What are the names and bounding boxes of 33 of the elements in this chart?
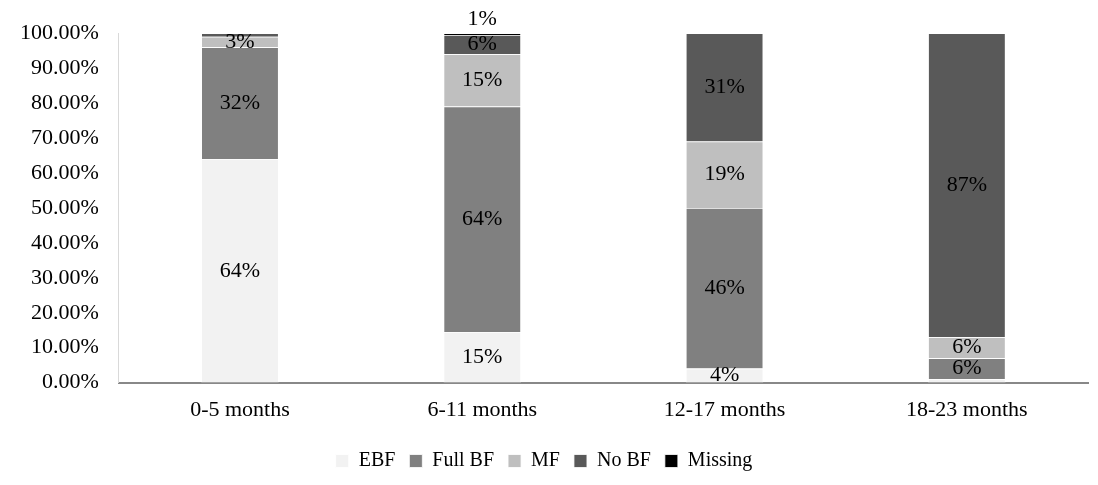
x-tick-label: 0-5 months	[190, 395, 290, 421]
data-label: 64%	[462, 205, 503, 231]
x-tick-label: 12-17 months	[663, 395, 786, 421]
legend-label: Full BF	[432, 448, 495, 471]
legend-label: EBF	[358, 448, 396, 471]
x-tick-label: 6-11 months	[427, 395, 538, 421]
y-tick-label: 90.00%	[31, 53, 99, 79]
data-label: 3%	[225, 27, 255, 53]
y-tick-label: 0.00%	[42, 368, 99, 394]
y-tick-label: 30.00%	[31, 263, 99, 289]
data-label: 15%	[462, 343, 503, 369]
data-label: 6%	[467, 30, 497, 56]
x-tick-label: 18-23 months	[906, 395, 1028, 421]
legend-label: MF	[531, 448, 560, 471]
y-tick-label: 20.00%	[31, 298, 99, 324]
data-label: 46%	[704, 274, 745, 300]
data-label: 64%	[219, 256, 261, 282]
data-label: 4%	[709, 361, 740, 387]
y-tick-label: 70.00%	[31, 123, 99, 149]
data-label: 87%	[946, 170, 988, 196]
y-tick-label: 60.00%	[31, 158, 99, 184]
data-label: 1%	[467, 4, 497, 30]
legend-label: Missing	[687, 448, 753, 472]
data-label: 15%	[462, 66, 503, 92]
y-tick-label: 80.00%	[31, 88, 99, 114]
data-label: 19%	[704, 160, 745, 186]
y-tick-label: 10.00%	[31, 333, 99, 359]
data-label: 32%	[219, 88, 261, 114]
y-tick-label: 50.00%	[31, 193, 99, 219]
legend-label: No BF	[596, 448, 651, 471]
y-tick-label: 40.00%	[31, 228, 99, 254]
y-tick-label: 100.00%	[20, 18, 99, 44]
data-label: 31%	[704, 73, 745, 99]
